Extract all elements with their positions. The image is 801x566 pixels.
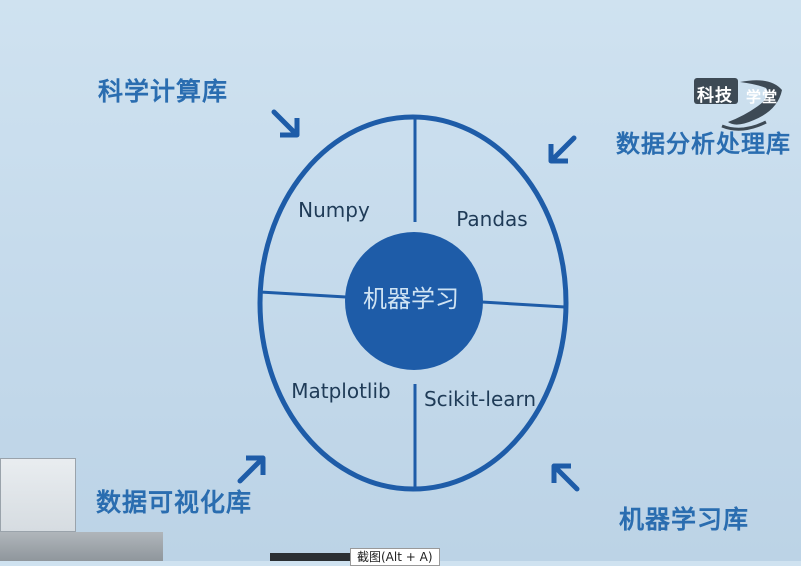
center-label: 机器学习 <box>363 285 459 313</box>
label-machine-learning: 机器学习库 <box>619 505 750 534</box>
screenshot-tooltip: 截图(Alt + A) <box>350 548 440 566</box>
divider-left <box>259 290 347 299</box>
quadrant-matplotlib: Matplotlib <box>291 379 391 403</box>
arrow-down-right-icon <box>271 109 300 138</box>
logo-text-right: 学堂 <box>746 88 779 106</box>
quadrant-scikit-learn: Scikit-learn <box>424 387 536 411</box>
label-data-visualization: 数据可视化库 <box>96 488 253 517</box>
arrow-up-right-icon <box>237 455 266 484</box>
dark-strip <box>270 553 350 561</box>
watermark-logo: 科技 学堂 <box>692 76 784 136</box>
arrow-up-left-icon <box>551 463 580 492</box>
divider-right <box>481 300 566 309</box>
label-data-analysis: 数据分析处理库 <box>616 130 791 158</box>
arrow-down-left-icon <box>548 135 577 164</box>
quadrant-pandas: Pandas <box>456 207 527 231</box>
outer-ring <box>257 114 569 492</box>
center-circle <box>345 232 483 370</box>
logo-text-left: 科技 <box>697 86 733 106</box>
label-scientific-computing: 科学计算库 <box>98 77 229 106</box>
monitor-corner <box>0 458 76 532</box>
desk-edge <box>0 532 163 561</box>
logo-swoosh-icon <box>694 78 782 131</box>
quadrant-numpy: Numpy <box>298 198 370 222</box>
